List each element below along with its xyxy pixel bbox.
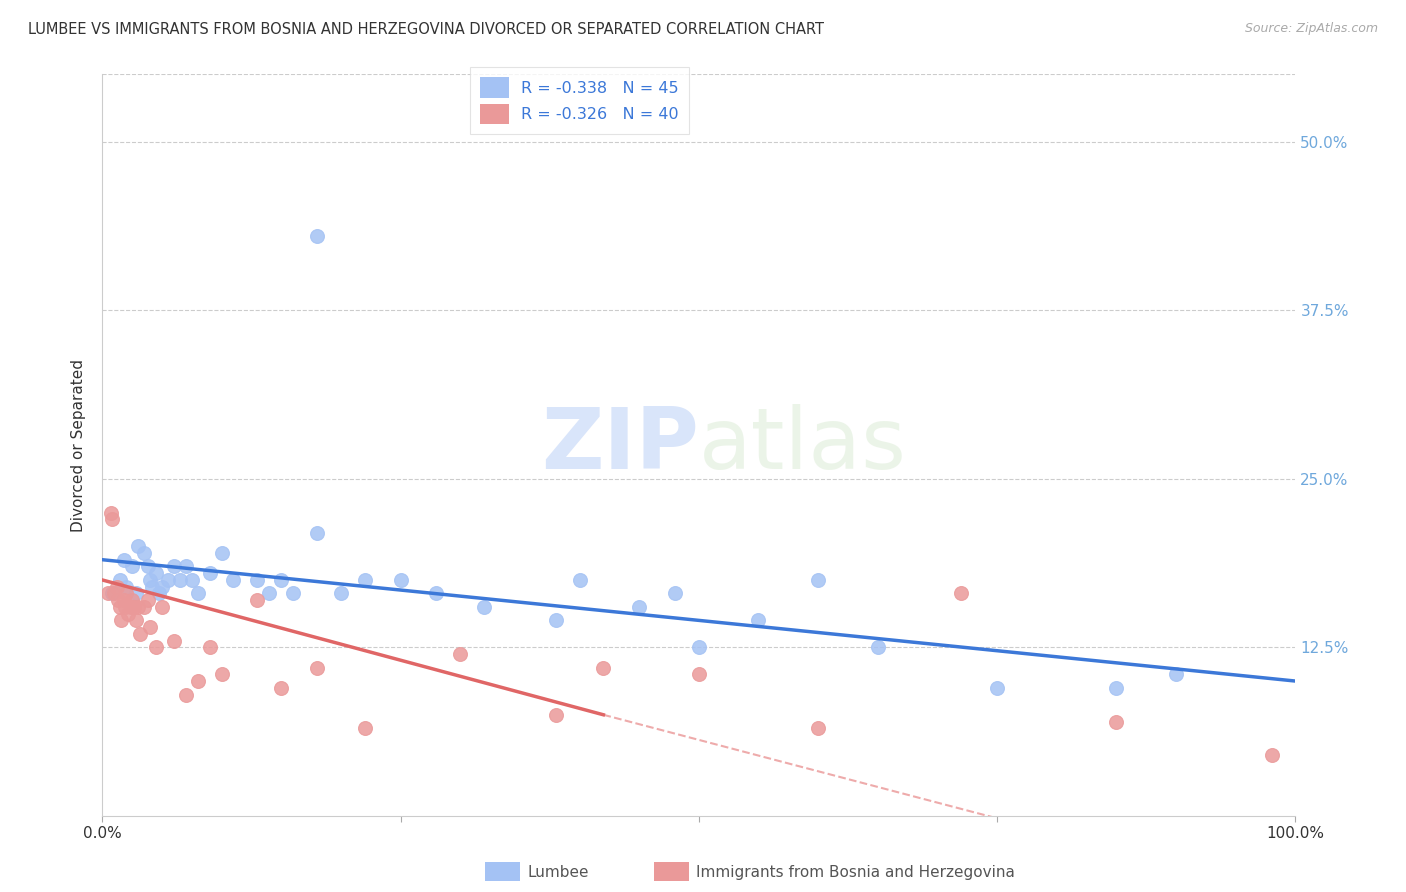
Point	[150, 580, 173, 594]
Point	[246, 593, 269, 607]
Point	[807, 721, 830, 735]
Point	[1105, 714, 1128, 729]
Point	[169, 573, 191, 587]
Point	[136, 593, 159, 607]
Point	[1105, 681, 1128, 695]
Point	[127, 599, 149, 614]
Point	[129, 627, 152, 641]
Point	[115, 580, 138, 594]
Point	[246, 573, 269, 587]
Point	[305, 229, 328, 244]
Point	[124, 586, 146, 600]
Point	[544, 613, 567, 627]
Point	[187, 586, 209, 600]
Point	[259, 586, 281, 600]
Point	[132, 599, 155, 614]
Text: Source: ZipAtlas.com: Source: ZipAtlas.com	[1244, 22, 1378, 36]
Point	[198, 566, 221, 581]
Point	[592, 660, 614, 674]
Point	[121, 559, 143, 574]
Point	[211, 546, 233, 560]
Text: atlas: atlas	[699, 403, 907, 487]
Point	[112, 552, 135, 566]
Point	[305, 660, 328, 674]
Point	[425, 586, 447, 600]
Point	[100, 586, 122, 600]
Point	[353, 573, 375, 587]
Text: Immigrants from Bosnia and Herzegovina: Immigrants from Bosnia and Herzegovina	[696, 865, 1015, 880]
Point	[114, 599, 136, 614]
Point	[472, 599, 495, 614]
Point	[115, 586, 138, 600]
Point	[664, 586, 686, 600]
Point	[270, 681, 292, 695]
Y-axis label: Divorced or Separated: Divorced or Separated	[72, 359, 86, 532]
Legend: R = -0.338   N = 45, R = -0.326   N = 40: R = -0.338 N = 45, R = -0.326 N = 40	[471, 68, 689, 134]
Point	[1260, 748, 1282, 763]
Point	[389, 573, 412, 587]
Point	[148, 586, 170, 600]
Point	[807, 573, 830, 587]
Point	[108, 599, 131, 614]
Point	[107, 593, 129, 607]
Text: ZIP: ZIP	[541, 403, 699, 487]
Point	[127, 539, 149, 553]
Point	[139, 620, 162, 634]
Point	[986, 681, 1008, 695]
Point	[270, 573, 292, 587]
Point	[353, 721, 375, 735]
Text: LUMBEE VS IMMIGRANTS FROM BOSNIA AND HERZEGOVINA DIVORCED OR SEPARATED CORRELATI: LUMBEE VS IMMIGRANTS FROM BOSNIA AND HER…	[28, 22, 824, 37]
Point	[108, 573, 131, 587]
Point	[866, 640, 889, 655]
Point	[145, 566, 167, 581]
Point	[103, 586, 125, 600]
Point	[747, 613, 769, 627]
Point	[124, 613, 146, 627]
Point	[117, 607, 139, 621]
Point	[222, 573, 245, 587]
Point	[141, 580, 163, 594]
Point	[211, 667, 233, 681]
Point	[100, 512, 122, 526]
Point	[198, 640, 221, 655]
Point	[97, 586, 120, 600]
Point	[568, 573, 591, 587]
Point	[187, 674, 209, 689]
Point	[628, 599, 651, 614]
Point	[121, 593, 143, 607]
Point	[688, 640, 710, 655]
Point	[139, 573, 162, 587]
Point	[112, 593, 135, 607]
Text: Lumbee: Lumbee	[527, 865, 589, 880]
Point	[120, 599, 142, 614]
Point	[950, 586, 973, 600]
Point	[124, 599, 146, 614]
Point	[145, 640, 167, 655]
Point	[544, 707, 567, 722]
Point	[1166, 667, 1188, 681]
Point	[281, 586, 304, 600]
Point	[305, 525, 328, 540]
Point	[100, 506, 122, 520]
Point	[688, 667, 710, 681]
Point	[136, 559, 159, 574]
Point	[174, 559, 197, 574]
Point	[163, 633, 186, 648]
Point	[163, 559, 186, 574]
Point	[329, 586, 352, 600]
Point	[449, 647, 471, 661]
Point	[110, 613, 132, 627]
Point	[180, 573, 202, 587]
Point	[174, 688, 197, 702]
Point	[150, 599, 173, 614]
Point	[105, 580, 128, 594]
Point	[132, 546, 155, 560]
Point	[156, 573, 179, 587]
